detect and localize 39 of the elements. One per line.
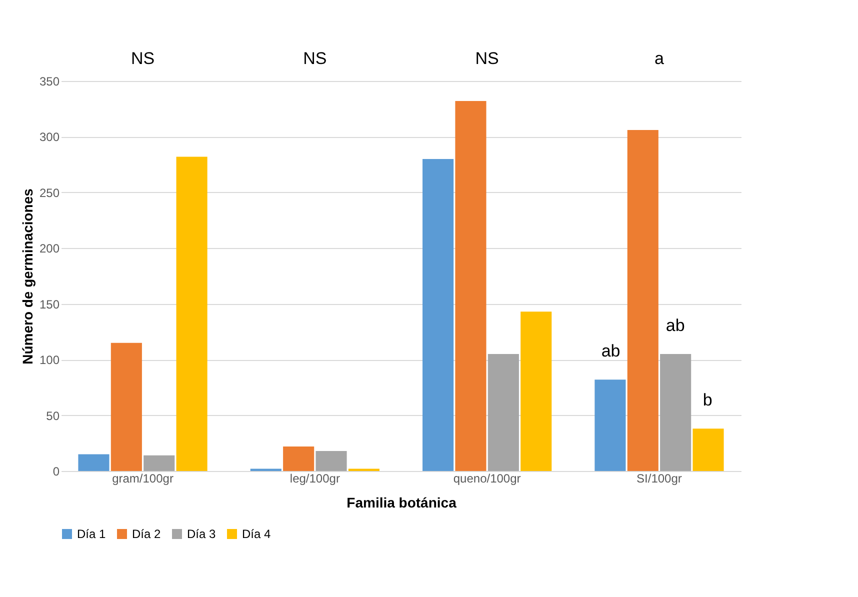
annotation: ab [601,342,620,361]
bar [488,354,519,471]
legend-label: Día 1 [77,527,106,541]
bar [144,455,175,471]
x-axis-title: Familia botánica [346,494,457,510]
text: NS [130,49,155,68]
bar [660,354,692,471]
text: NS [475,49,499,68]
bar [422,159,454,471]
bar [520,312,552,471]
y-tick-label: 100 [39,353,60,368]
bar [627,130,658,471]
y-tick-label: 250 [39,186,60,200]
annotation: b [702,390,712,410]
annotation: ab [666,316,685,335]
y-tick-label: 0 [52,464,60,478]
y-tick-label: 50 [46,408,60,423]
y-tick-label: 350 [39,74,60,88]
y-axis-title: Número de germinaciones [19,188,36,364]
x-tick-label: gram/100gr [112,472,174,486]
text: a [654,49,664,68]
x-tick-label: leg/100gr [290,472,340,486]
bar [594,380,626,471]
legend-label: Día 4 [242,527,272,541]
legend-label: Día 3 [187,527,216,541]
bar [78,454,110,471]
bar [176,156,208,471]
y-tick-label: 150 [39,297,60,312]
legend-label: Día 2 [132,527,162,541]
y-tick-label: 200 [39,242,60,256]
y-tick-label: 300 [39,130,60,144]
bar [692,428,724,471]
bar [283,446,314,471]
x-tick-label: SI/100gr [636,472,682,486]
bar [110,342,142,471]
bar [455,101,486,471]
bar [316,450,347,471]
text: NS [303,49,327,68]
x-tick-label: queno/100gr [453,472,521,486]
